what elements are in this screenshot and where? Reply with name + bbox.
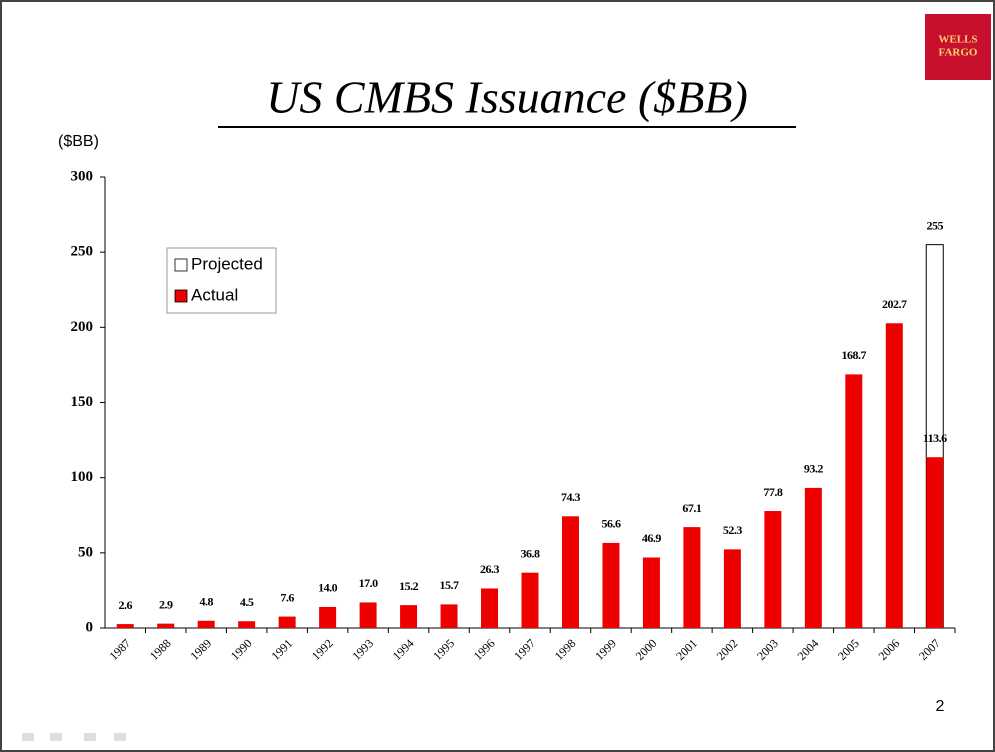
- chart-title: US CMBS Issuance ($BB): [266, 72, 748, 123]
- bar: [926, 457, 944, 628]
- logo: [925, 14, 991, 80]
- bar: [238, 621, 256, 628]
- legend-label: Actual: [191, 285, 238, 304]
- toolbar: [22, 733, 126, 741]
- data-label: 77.8: [763, 485, 783, 499]
- toolbar-icon: [22, 733, 34, 741]
- bar: [723, 549, 741, 628]
- bar: [804, 487, 822, 628]
- bar: [116, 624, 134, 628]
- data-label: 2.6: [118, 598, 132, 612]
- logo-text: WELLS: [938, 34, 977, 46]
- data-label: 74.3: [561, 490, 581, 504]
- data-label: 26.3: [480, 562, 500, 576]
- bar: [359, 602, 377, 628]
- data-label: 46.9: [642, 531, 662, 545]
- data-label: 4.8: [199, 595, 213, 609]
- y-tick-label: 300: [71, 168, 94, 184]
- data-label: 93.2: [804, 462, 824, 476]
- y-tick-label: 50: [78, 544, 93, 560]
- bar: [561, 516, 579, 628]
- legend-label: Projected: [191, 254, 263, 273]
- toolbar-icon: [114, 733, 126, 741]
- data-label: 7.6: [280, 590, 294, 604]
- data-label: 52.3: [723, 523, 743, 537]
- data-label: 168.7: [842, 348, 867, 362]
- data-label: 4.5: [240, 595, 254, 609]
- data-label: 36.8: [521, 546, 541, 560]
- bar: [278, 616, 296, 628]
- bar: [400, 605, 418, 628]
- bar: [764, 511, 782, 628]
- data-label: 15.2: [399, 579, 419, 593]
- legend-swatch: [174, 258, 188, 272]
- legend-swatch: [174, 289, 188, 303]
- data-label: 255: [927, 218, 944, 232]
- bar: [319, 606, 337, 628]
- data-label: 17.0: [359, 576, 379, 590]
- bar: [157, 623, 175, 628]
- y-tick-label: 250: [71, 244, 94, 260]
- y-tick-label: 200: [71, 319, 94, 335]
- logo-text: FARGO: [939, 47, 978, 59]
- bar: [197, 620, 215, 628]
- bar: [683, 527, 701, 628]
- y-axis-label: ($BB): [58, 133, 99, 150]
- data-label: 113.6: [923, 431, 947, 445]
- bar: [885, 323, 903, 628]
- data-label: 14.0: [318, 581, 338, 595]
- bar: [602, 542, 620, 628]
- bar: [642, 557, 660, 628]
- y-tick-label: 100: [71, 469, 94, 485]
- page-number: 2: [936, 698, 945, 715]
- toolbar-icon: [50, 733, 62, 741]
- data-label: 202.7: [882, 297, 907, 311]
- bar: [845, 374, 863, 628]
- y-tick-label: 0: [86, 619, 94, 635]
- bar: [521, 572, 539, 628]
- data-label: 2.9: [159, 597, 173, 611]
- bar: [481, 588, 499, 628]
- data-label: 15.7: [440, 578, 460, 592]
- data-label: 67.1: [682, 501, 702, 515]
- y-tick-label: 150: [71, 394, 94, 410]
- toolbar-icon: [84, 733, 96, 741]
- data-label: 56.6: [601, 517, 621, 531]
- bar: [440, 604, 458, 628]
